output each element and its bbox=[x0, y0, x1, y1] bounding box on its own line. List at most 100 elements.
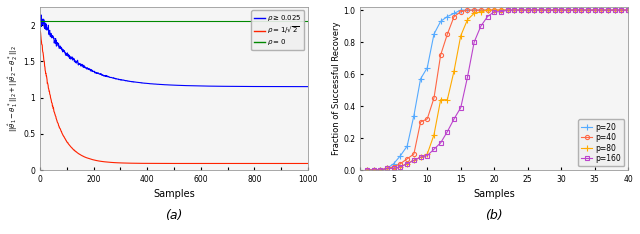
p=40 bbox=[430, 97, 438, 99]
p=160 bbox=[611, 9, 619, 11]
p=160 bbox=[363, 169, 371, 172]
p=40 bbox=[611, 9, 619, 11]
p=40 bbox=[544, 9, 552, 11]
p=80 bbox=[410, 159, 418, 162]
p=40 bbox=[618, 9, 625, 11]
p=80 bbox=[383, 167, 391, 170]
p=160 bbox=[618, 9, 625, 11]
p=20 bbox=[437, 20, 445, 23]
Line: p=20: p=20 bbox=[364, 7, 631, 173]
p=160 bbox=[517, 9, 525, 11]
p=20 bbox=[537, 9, 545, 11]
Line: p=80: p=80 bbox=[364, 7, 631, 173]
p=160 bbox=[417, 156, 424, 159]
X-axis label: Samples: Samples bbox=[153, 189, 195, 199]
p=80 bbox=[611, 9, 619, 11]
p=20 bbox=[571, 9, 579, 11]
p=40 bbox=[463, 9, 471, 11]
p=80 bbox=[457, 34, 465, 37]
p=20 bbox=[484, 9, 492, 11]
p=40 bbox=[477, 9, 484, 11]
p=80 bbox=[591, 9, 598, 11]
p=20 bbox=[611, 9, 619, 11]
Y-axis label: Fraction of Successful Recovery: Fraction of Successful Recovery bbox=[332, 22, 340, 155]
p=160 bbox=[370, 169, 378, 172]
p=40 bbox=[363, 169, 371, 172]
p=80 bbox=[417, 156, 424, 159]
p=160 bbox=[497, 10, 505, 13]
p=20 bbox=[497, 9, 505, 11]
p=20 bbox=[490, 9, 498, 11]
p=40 bbox=[410, 153, 418, 155]
p=80 bbox=[537, 9, 545, 11]
p=40 bbox=[571, 9, 579, 11]
p=20 bbox=[383, 167, 391, 170]
p=160 bbox=[390, 167, 397, 170]
p=160 bbox=[383, 167, 391, 170]
p=40 bbox=[517, 9, 525, 11]
p=20 bbox=[564, 9, 572, 11]
p=80 bbox=[444, 98, 451, 101]
p=160 bbox=[584, 9, 592, 11]
p=80 bbox=[450, 69, 458, 72]
p=20 bbox=[430, 33, 438, 36]
p=80 bbox=[504, 9, 511, 11]
p=80 bbox=[437, 98, 445, 101]
p=20 bbox=[410, 114, 418, 117]
p=160 bbox=[604, 9, 612, 11]
p=40 bbox=[598, 9, 605, 11]
p=80 bbox=[584, 9, 592, 11]
p=80 bbox=[550, 9, 558, 11]
p=20 bbox=[531, 9, 538, 11]
p=160 bbox=[490, 10, 498, 13]
p=20 bbox=[604, 9, 612, 11]
p=20 bbox=[450, 12, 458, 15]
p=40 bbox=[424, 117, 431, 120]
p=160 bbox=[524, 9, 532, 11]
p=160 bbox=[544, 9, 552, 11]
p=80 bbox=[531, 9, 538, 11]
p=20 bbox=[376, 169, 384, 172]
p=20 bbox=[524, 9, 532, 11]
p=80 bbox=[463, 18, 471, 21]
p=160 bbox=[557, 9, 565, 11]
p=160 bbox=[531, 9, 538, 11]
p=40 bbox=[450, 15, 458, 18]
Y-axis label: $||\hat{\theta}_1 - \theta_1^*||_2 + ||\hat{\theta}_2 - \theta_2^*||_2$: $||\hat{\theta}_1 - \theta_1^*||_2 + ||\… bbox=[7, 45, 20, 132]
p=20 bbox=[598, 9, 605, 11]
p=80 bbox=[604, 9, 612, 11]
p=40 bbox=[497, 9, 505, 11]
p=40 bbox=[457, 10, 465, 13]
p=80 bbox=[397, 165, 404, 168]
p=20 bbox=[477, 9, 484, 11]
p=80 bbox=[511, 9, 518, 11]
p=40 bbox=[390, 165, 397, 168]
p=160 bbox=[397, 165, 404, 168]
X-axis label: Samples: Samples bbox=[474, 189, 515, 199]
p=20 bbox=[625, 9, 632, 11]
p=40 bbox=[397, 162, 404, 165]
p=20 bbox=[511, 9, 518, 11]
p=40 bbox=[550, 9, 558, 11]
p=160 bbox=[477, 25, 484, 28]
p=80 bbox=[524, 9, 532, 11]
p=20 bbox=[390, 162, 397, 165]
p=20 bbox=[424, 66, 431, 69]
p=20 bbox=[370, 169, 378, 172]
p=160 bbox=[463, 76, 471, 79]
p=40 bbox=[484, 9, 492, 11]
p=40 bbox=[376, 169, 384, 172]
p=20 bbox=[403, 145, 411, 147]
p=20 bbox=[577, 9, 585, 11]
p=40 bbox=[531, 9, 538, 11]
p=160 bbox=[484, 15, 492, 18]
p=40 bbox=[564, 9, 572, 11]
p=40 bbox=[370, 169, 378, 172]
Text: (b): (b) bbox=[485, 209, 503, 222]
p=20 bbox=[470, 9, 478, 11]
p=40 bbox=[557, 9, 565, 11]
Line: p=40: p=40 bbox=[365, 8, 630, 172]
p=80 bbox=[363, 169, 371, 172]
p=160 bbox=[571, 9, 579, 11]
p=40 bbox=[524, 9, 532, 11]
